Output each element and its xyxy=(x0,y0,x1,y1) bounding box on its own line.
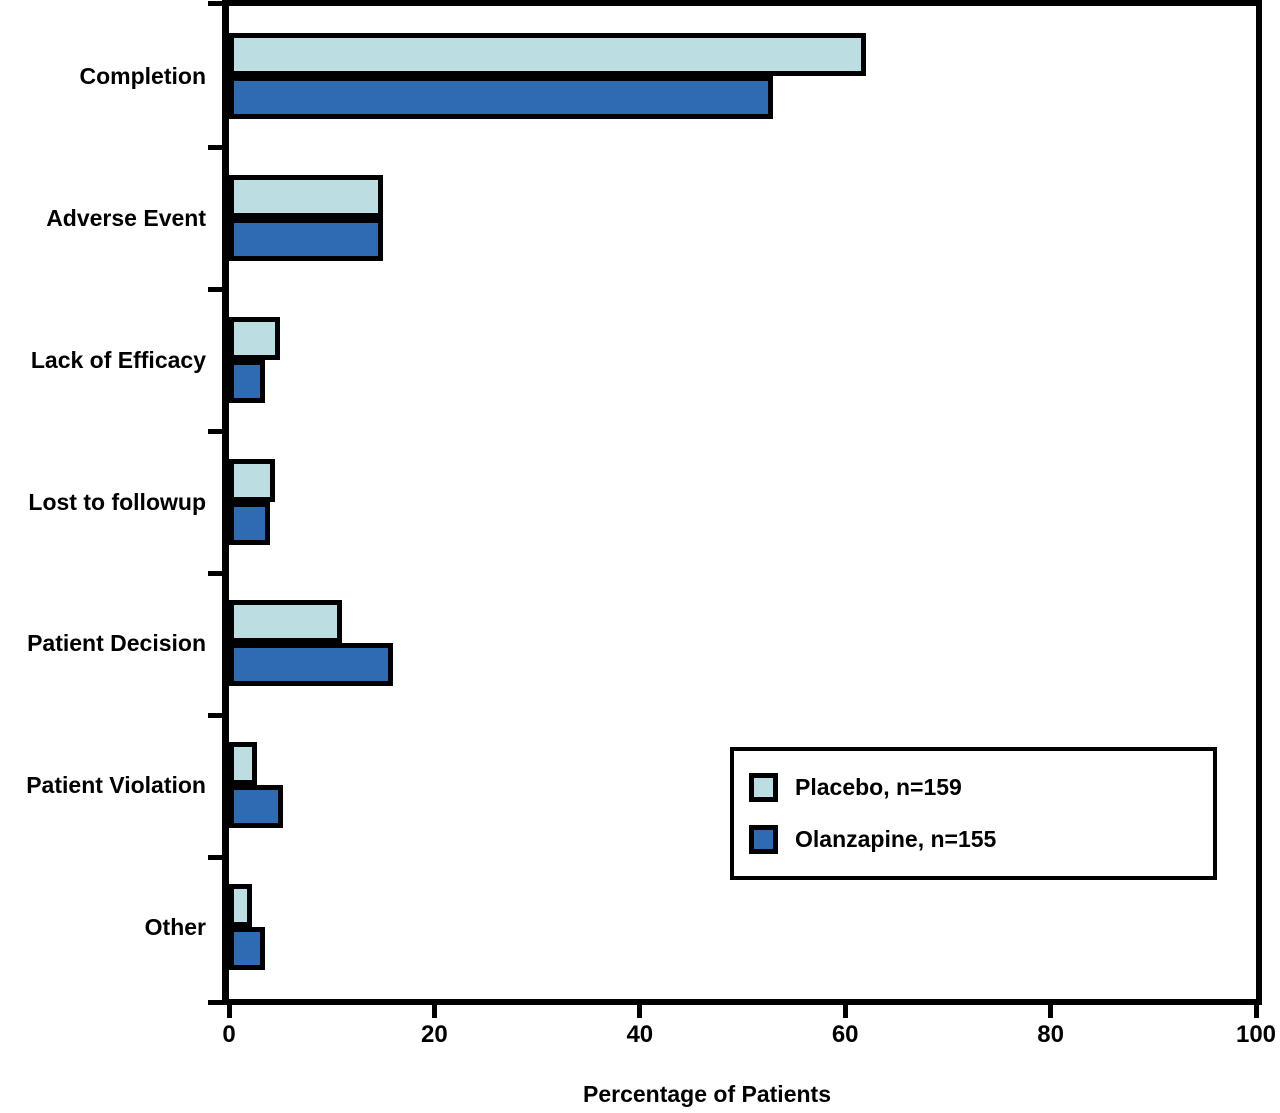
bar-lack-of-efficacy-olanzapine xyxy=(229,359,265,403)
legend: Placebo, n=159 Olanzapine, n=155 xyxy=(730,747,1217,880)
x-axis-tick-label: 80 xyxy=(1037,1021,1064,1048)
category-label-completion: Completion xyxy=(79,63,207,89)
x-axis-title: Percentage of Patients xyxy=(583,1081,831,1107)
category-label-other: Other xyxy=(144,914,206,941)
x-axis-tick xyxy=(842,1005,848,1018)
x-axis-tick xyxy=(1253,1005,1259,1018)
y-axis-tick xyxy=(208,287,223,293)
placebo-swatch xyxy=(749,773,778,803)
category-label-patient-decision: Patient Decision xyxy=(27,630,206,657)
category-label-lack-of-efficacy: Lack of Efficacy xyxy=(30,346,206,373)
x-axis-tick-label: 40 xyxy=(626,1021,654,1048)
x-axis-tick-label: 0 xyxy=(222,1021,236,1048)
x-axis-tick xyxy=(1048,1005,1054,1018)
legend-label-placebo: Placebo, n=159 xyxy=(795,774,962,801)
y-axis-tick xyxy=(208,712,223,718)
y-axis-tick xyxy=(208,854,223,860)
x-axis-tick-label: 100 xyxy=(1235,1021,1277,1048)
x-axis-tick xyxy=(226,1005,232,1018)
x-axis-tick-label: 20 xyxy=(421,1021,448,1048)
y-axis-tick xyxy=(208,0,223,6)
bar-lost-to-followup-olanzapine xyxy=(229,501,271,545)
y-axis-tick xyxy=(208,145,223,151)
bar-completion-olanzapine xyxy=(229,76,774,119)
category-label-adverse-event: Adverse Event xyxy=(46,204,206,231)
x-axis-tick-label: 60 xyxy=(831,1021,859,1048)
y-axis-tick xyxy=(208,999,223,1005)
bar-patient-violation-placebo xyxy=(229,742,257,786)
olanzapine-swatch xyxy=(749,824,778,854)
y-axis-tick xyxy=(208,570,223,576)
legend-label-olanzapine: Olanzapine, n=155 xyxy=(795,825,997,852)
bar-adverse-event-olanzapine xyxy=(229,217,384,261)
y-axis-tick xyxy=(208,429,223,435)
bar-lost-to-followup-placebo xyxy=(229,458,276,502)
bar-patient-decision-olanzapine xyxy=(229,643,394,687)
x-axis-tick xyxy=(431,1005,437,1018)
bar-other-placebo xyxy=(229,884,252,928)
legend-item-olanzapine: Olanzapine, n=155 xyxy=(749,824,1213,854)
bar-lack-of-efficacy-placebo xyxy=(229,316,281,360)
category-label-lost-to-followup: Lost to followup xyxy=(28,488,206,515)
bar-other-olanzapine xyxy=(229,927,265,971)
bar-adverse-event-placebo xyxy=(229,174,384,218)
category-label-patient-violation: Patient Violation xyxy=(26,772,206,799)
x-axis-tick xyxy=(637,1005,643,1018)
bar-completion-placebo xyxy=(229,33,866,76)
bar-patient-violation-olanzapine xyxy=(229,785,284,829)
bar-patient-decision-placebo xyxy=(229,600,342,644)
legend-item-placebo: Placebo, n=159 xyxy=(749,773,1213,803)
